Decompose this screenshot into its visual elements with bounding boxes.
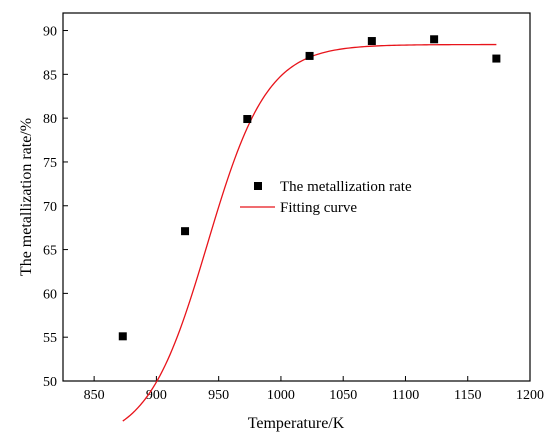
data-point: [305, 51, 314, 60]
y-tick-label: 80: [43, 112, 57, 127]
data-point: [243, 115, 252, 124]
x-tick-label: 900: [146, 388, 167, 403]
data-point: [181, 227, 190, 236]
y-axis-ticks: 50 55 60 65 70 75 80 85 90: [43, 25, 68, 390]
legend-marker-metallization-rate: [254, 182, 262, 190]
y-tick-label: 90: [43, 25, 57, 40]
y-tick-label: 65: [43, 244, 57, 259]
x-tick-label: 1050: [329, 388, 357, 403]
x-axis-title: Temperature/K: [248, 415, 345, 432]
data-point: [430, 35, 439, 44]
legend-label-fitting-curve: Fitting curve: [280, 200, 357, 216]
legend-label-metallization-rate: The metallization rate: [280, 179, 412, 195]
x-tick-label: 1100: [392, 388, 419, 403]
data-points: [118, 35, 501, 341]
x-axis-ticks: 850 900 950 1000 1050 1100 1150 1200: [84, 376, 544, 403]
data-point: [492, 54, 501, 63]
data-point: [367, 37, 376, 46]
x-tick-label: 950: [208, 388, 229, 403]
y-tick-label: 85: [43, 68, 57, 83]
x-tick-label: 1000: [267, 388, 295, 403]
legend: The metallization rate Fitting curve: [240, 179, 412, 216]
data-point: [118, 332, 127, 341]
y-tick-label: 75: [43, 156, 57, 171]
x-tick-label: 850: [84, 388, 105, 403]
y-axis-title: The metallization rate/%: [18, 118, 35, 276]
y-tick-label: 60: [43, 287, 57, 302]
plot-frame: [62, 12, 531, 382]
fitting-curve-line: [122, 43, 497, 422]
x-tick-label: 1150: [454, 388, 481, 403]
x-tick-label: 1200: [516, 388, 544, 403]
y-tick-label: 70: [43, 200, 57, 215]
y-tick-label: 55: [43, 331, 57, 346]
y-tick-label: 50: [43, 375, 57, 390]
